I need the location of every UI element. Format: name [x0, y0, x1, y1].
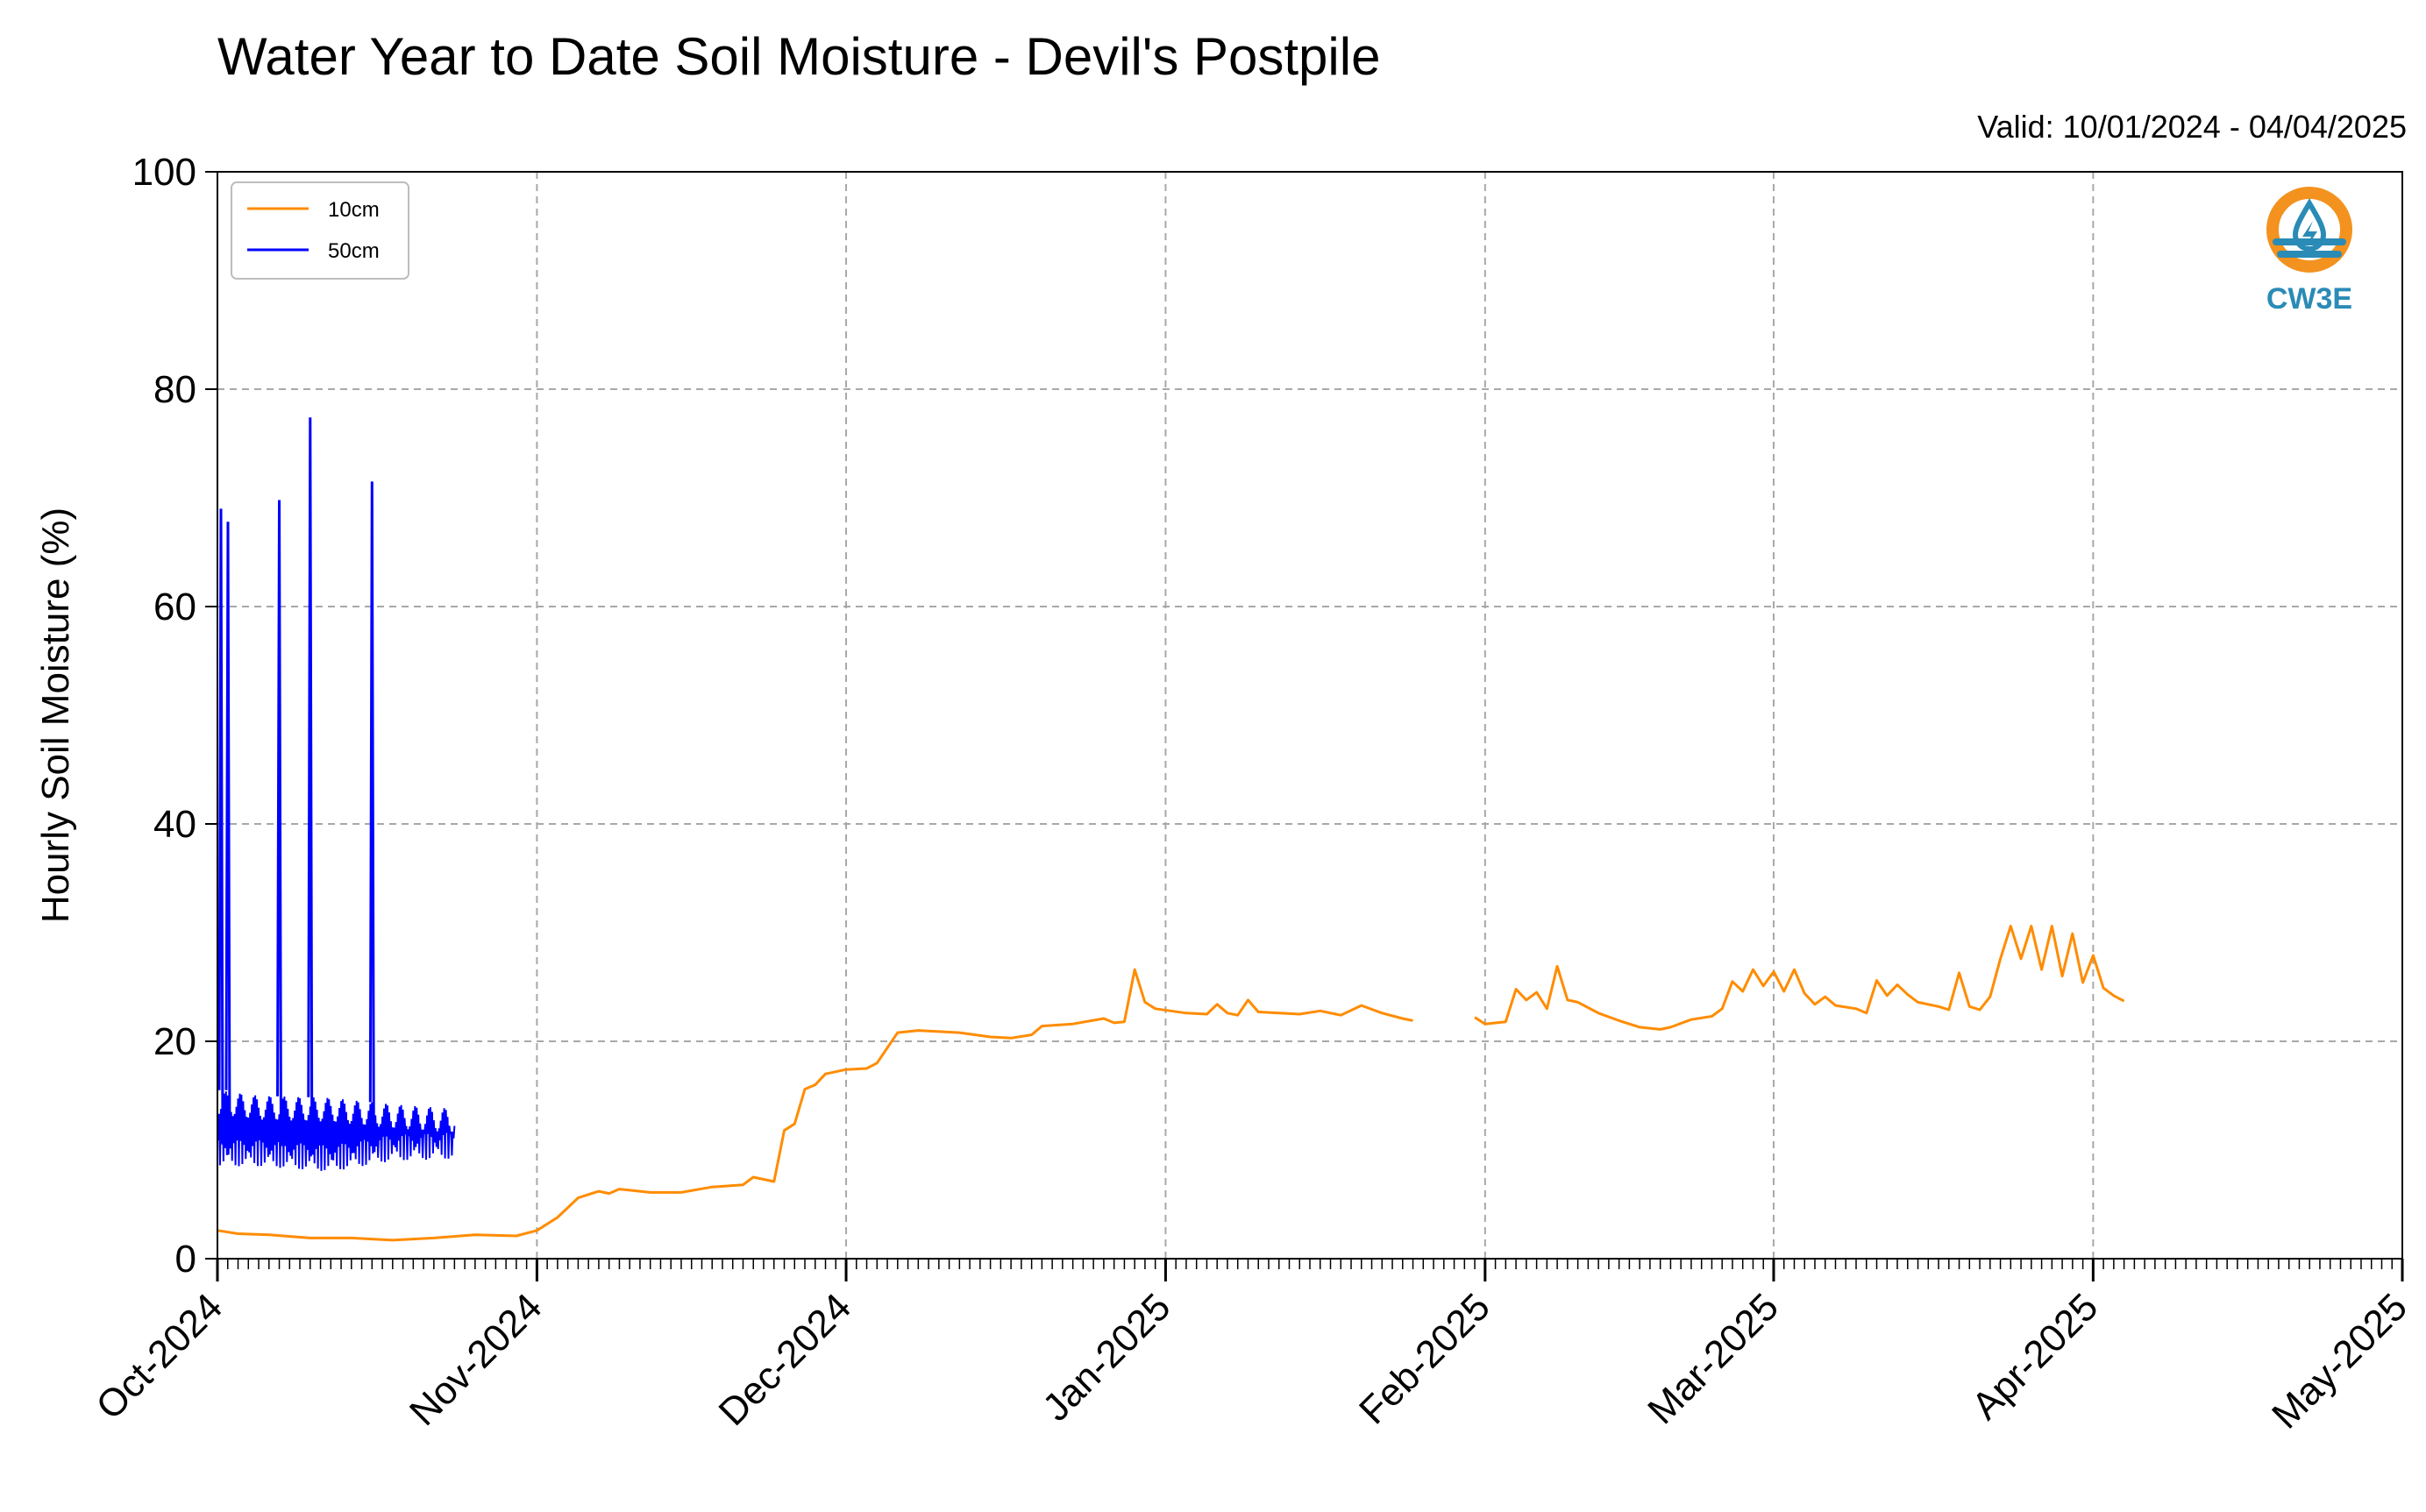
series-line-10cm	[1474, 925, 2125, 1031]
x-tick-label: Dec-2024	[711, 1285, 860, 1434]
x-tick-label: Nov-2024	[402, 1285, 551, 1434]
plot-frame	[217, 171, 2403, 1260]
logo-text: CW3E	[2266, 282, 2352, 316]
cw3e-logo: CW3E	[2266, 187, 2352, 316]
series-spike-50cm	[368, 481, 375, 1143]
x-tick-label: May-2025	[2264, 1285, 2415, 1437]
valid-date-range: Valid: 10/01/2024 - 04/04/2025	[1977, 109, 2407, 145]
grid-lines	[217, 172, 2402, 1259]
series-spike-50cm	[307, 417, 314, 1149]
y-tick-label: 40	[153, 803, 196, 846]
legend: 10cm 50cm	[231, 181, 409, 280]
chart-title: Water Year to Date Soil Moisture - Devil…	[217, 27, 1381, 86]
y-axis-label: Hourly Soil Moisture (%)	[34, 508, 77, 923]
axis-ticks: 0 20 40 60 80 100 Oct-2024 Nov-2024 Dec-2024 Jan-…	[88, 151, 2415, 1437]
y-tick-label: 80	[153, 368, 196, 411]
x-tick-label: Jan-2025	[1035, 1285, 1178, 1429]
y-tick-label: 100	[132, 151, 196, 194]
series-spike-50cm	[217, 508, 224, 1145]
y-tick-label: 20	[153, 1020, 196, 1063]
legend-label-50cm: 50cm	[328, 239, 380, 263]
y-tick-label: 0	[175, 1238, 196, 1281]
cw3e-water-drop-logo-icon	[2266, 187, 2352, 273]
y-tick-label: 60	[153, 586, 196, 628]
series-spike-50cm	[276, 500, 283, 1146]
legend-box	[231, 181, 409, 280]
x-tick-label: Oct-2024	[88, 1285, 231, 1428]
series-line-50cm	[217, 1091, 456, 1171]
x-tick-label: Mar-2025	[1640, 1285, 1787, 1432]
series-line-10cm	[217, 968, 1413, 1242]
series-spike-50cm	[224, 522, 231, 1145]
series-lines	[217, 417, 2125, 1242]
x-tick-label: Apr-2025	[1964, 1285, 2107, 1428]
x-tick-label: Feb-2025	[1351, 1285, 1498, 1432]
legend-label-10cm: 10cm	[328, 198, 380, 222]
